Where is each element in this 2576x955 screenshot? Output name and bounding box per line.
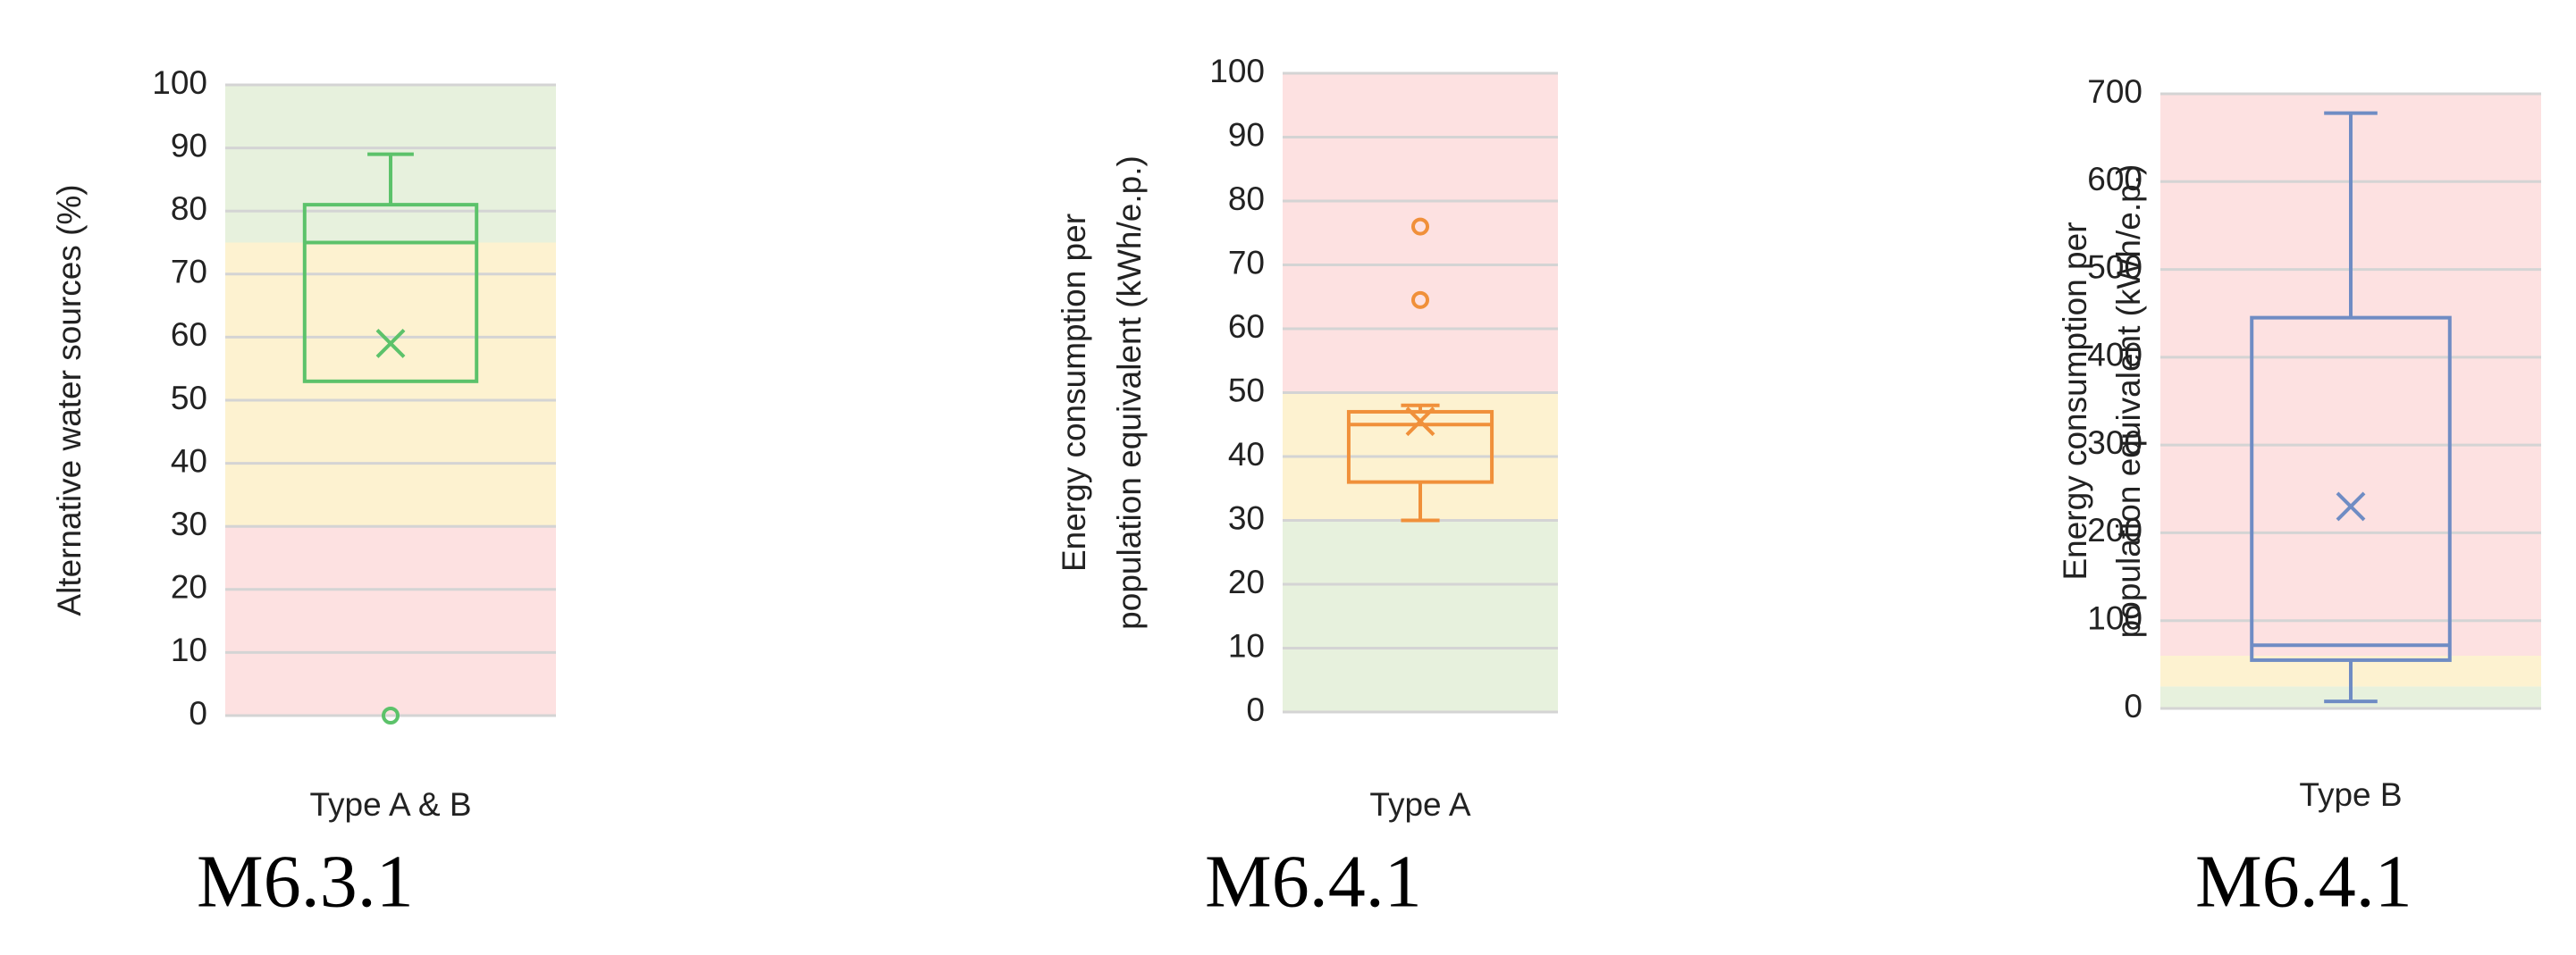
y-axis-label: population equivalent (kWh/e.p.) bbox=[1111, 155, 1148, 630]
y-tick-label: 70 bbox=[1228, 244, 1265, 281]
band bbox=[225, 526, 556, 716]
y-tick-label: 100 bbox=[1209, 53, 1265, 89]
x-tick-label: Type A bbox=[1369, 786, 1470, 823]
mean-marker bbox=[1405, 406, 1435, 437]
y-tick-label: 60 bbox=[1228, 308, 1265, 345]
caption: M6.4.1 bbox=[1205, 840, 1422, 923]
box bbox=[302, 203, 479, 383]
y-tick-label: 10 bbox=[171, 632, 207, 668]
y-tick-label: 100 bbox=[152, 64, 207, 101]
y-tick-label: 30 bbox=[1228, 499, 1265, 536]
y-axis-label: Alternative water sources (%) bbox=[51, 184, 88, 616]
y-tick-label: 0 bbox=[1246, 691, 1265, 728]
y-tick-label: 50 bbox=[171, 380, 207, 416]
y-tick-label: 30 bbox=[171, 506, 207, 542]
y-tick-label: 500 bbox=[2087, 248, 2142, 285]
y-tick-label: 70 bbox=[171, 254, 207, 290]
outlier bbox=[1411, 217, 1429, 236]
y-tick-label: 0 bbox=[2124, 688, 2142, 725]
y-tick-label: 10 bbox=[1228, 627, 1265, 664]
x-tick-label: Type B bbox=[2299, 776, 2402, 813]
caption: M6.4.1 bbox=[2195, 840, 2412, 923]
y-tick-label: 60 bbox=[171, 316, 207, 353]
y-tick-label: 600 bbox=[2087, 161, 2142, 197]
y-tick-label: 300 bbox=[2087, 424, 2142, 461]
y-tick-label: 200 bbox=[2087, 512, 2142, 549]
box bbox=[2250, 315, 2452, 662]
y-tick-label: 20 bbox=[171, 569, 207, 606]
outlier bbox=[382, 707, 400, 725]
mean-marker bbox=[375, 329, 406, 358]
y-tick-label: 50 bbox=[1228, 372, 1265, 408]
y-tick-label: 20 bbox=[1228, 564, 1265, 600]
mean-marker bbox=[2336, 491, 2366, 522]
outlier bbox=[1411, 290, 1429, 309]
y-tick-label: 100 bbox=[2087, 599, 2142, 636]
y-tick-label: 40 bbox=[1228, 436, 1265, 473]
y-tick-label: 80 bbox=[171, 190, 207, 227]
y-axis-label: Energy consumption per bbox=[1056, 214, 1092, 572]
caption: M6.3.1 bbox=[197, 840, 414, 923]
y-tick-label: 400 bbox=[2087, 337, 2142, 373]
band bbox=[225, 242, 556, 527]
y-tick-label: 0 bbox=[189, 695, 207, 732]
y-axis-label: population equivalent (kWh/e.p.) bbox=[2110, 164, 2147, 639]
y-axis-label: Energy consumption per bbox=[2057, 222, 2093, 580]
box bbox=[1346, 409, 1494, 484]
y-tick-label: 80 bbox=[1228, 180, 1265, 217]
y-tick-label: 700 bbox=[2087, 73, 2142, 110]
y-tick-label: 40 bbox=[171, 442, 207, 479]
y-tick-label: 90 bbox=[171, 127, 207, 163]
x-tick-label: Type A & B bbox=[309, 786, 471, 823]
y-tick-label: 90 bbox=[1228, 116, 1265, 153]
band bbox=[1283, 520, 1558, 712]
